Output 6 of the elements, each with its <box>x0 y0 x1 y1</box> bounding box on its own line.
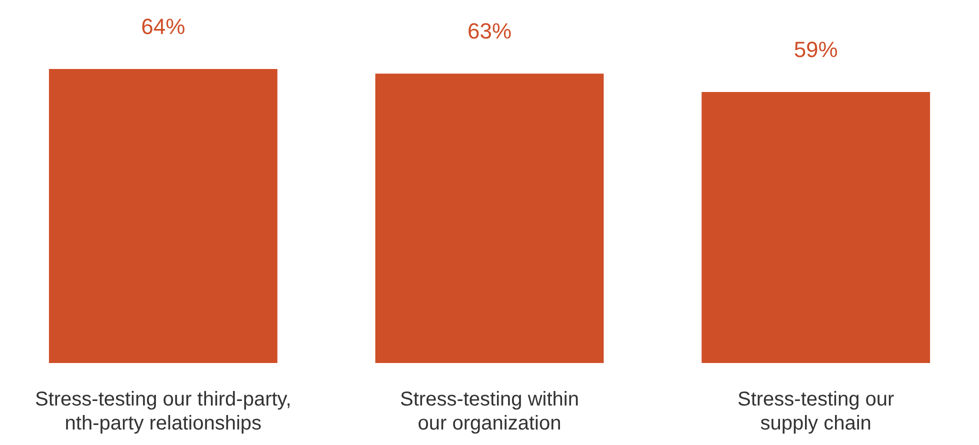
data-label: 63% <box>467 18 512 44</box>
data-label: 64% <box>141 14 186 39</box>
x-tick-label: Stress-testing our third-party, nth-party relationships <box>34 388 292 434</box>
x-tick-label: Stress-testing within our organization <box>400 388 579 434</box>
data-label: 59% <box>794 36 838 62</box>
x-tick-label: Stress-testing our supply chain <box>737 388 895 434</box>
